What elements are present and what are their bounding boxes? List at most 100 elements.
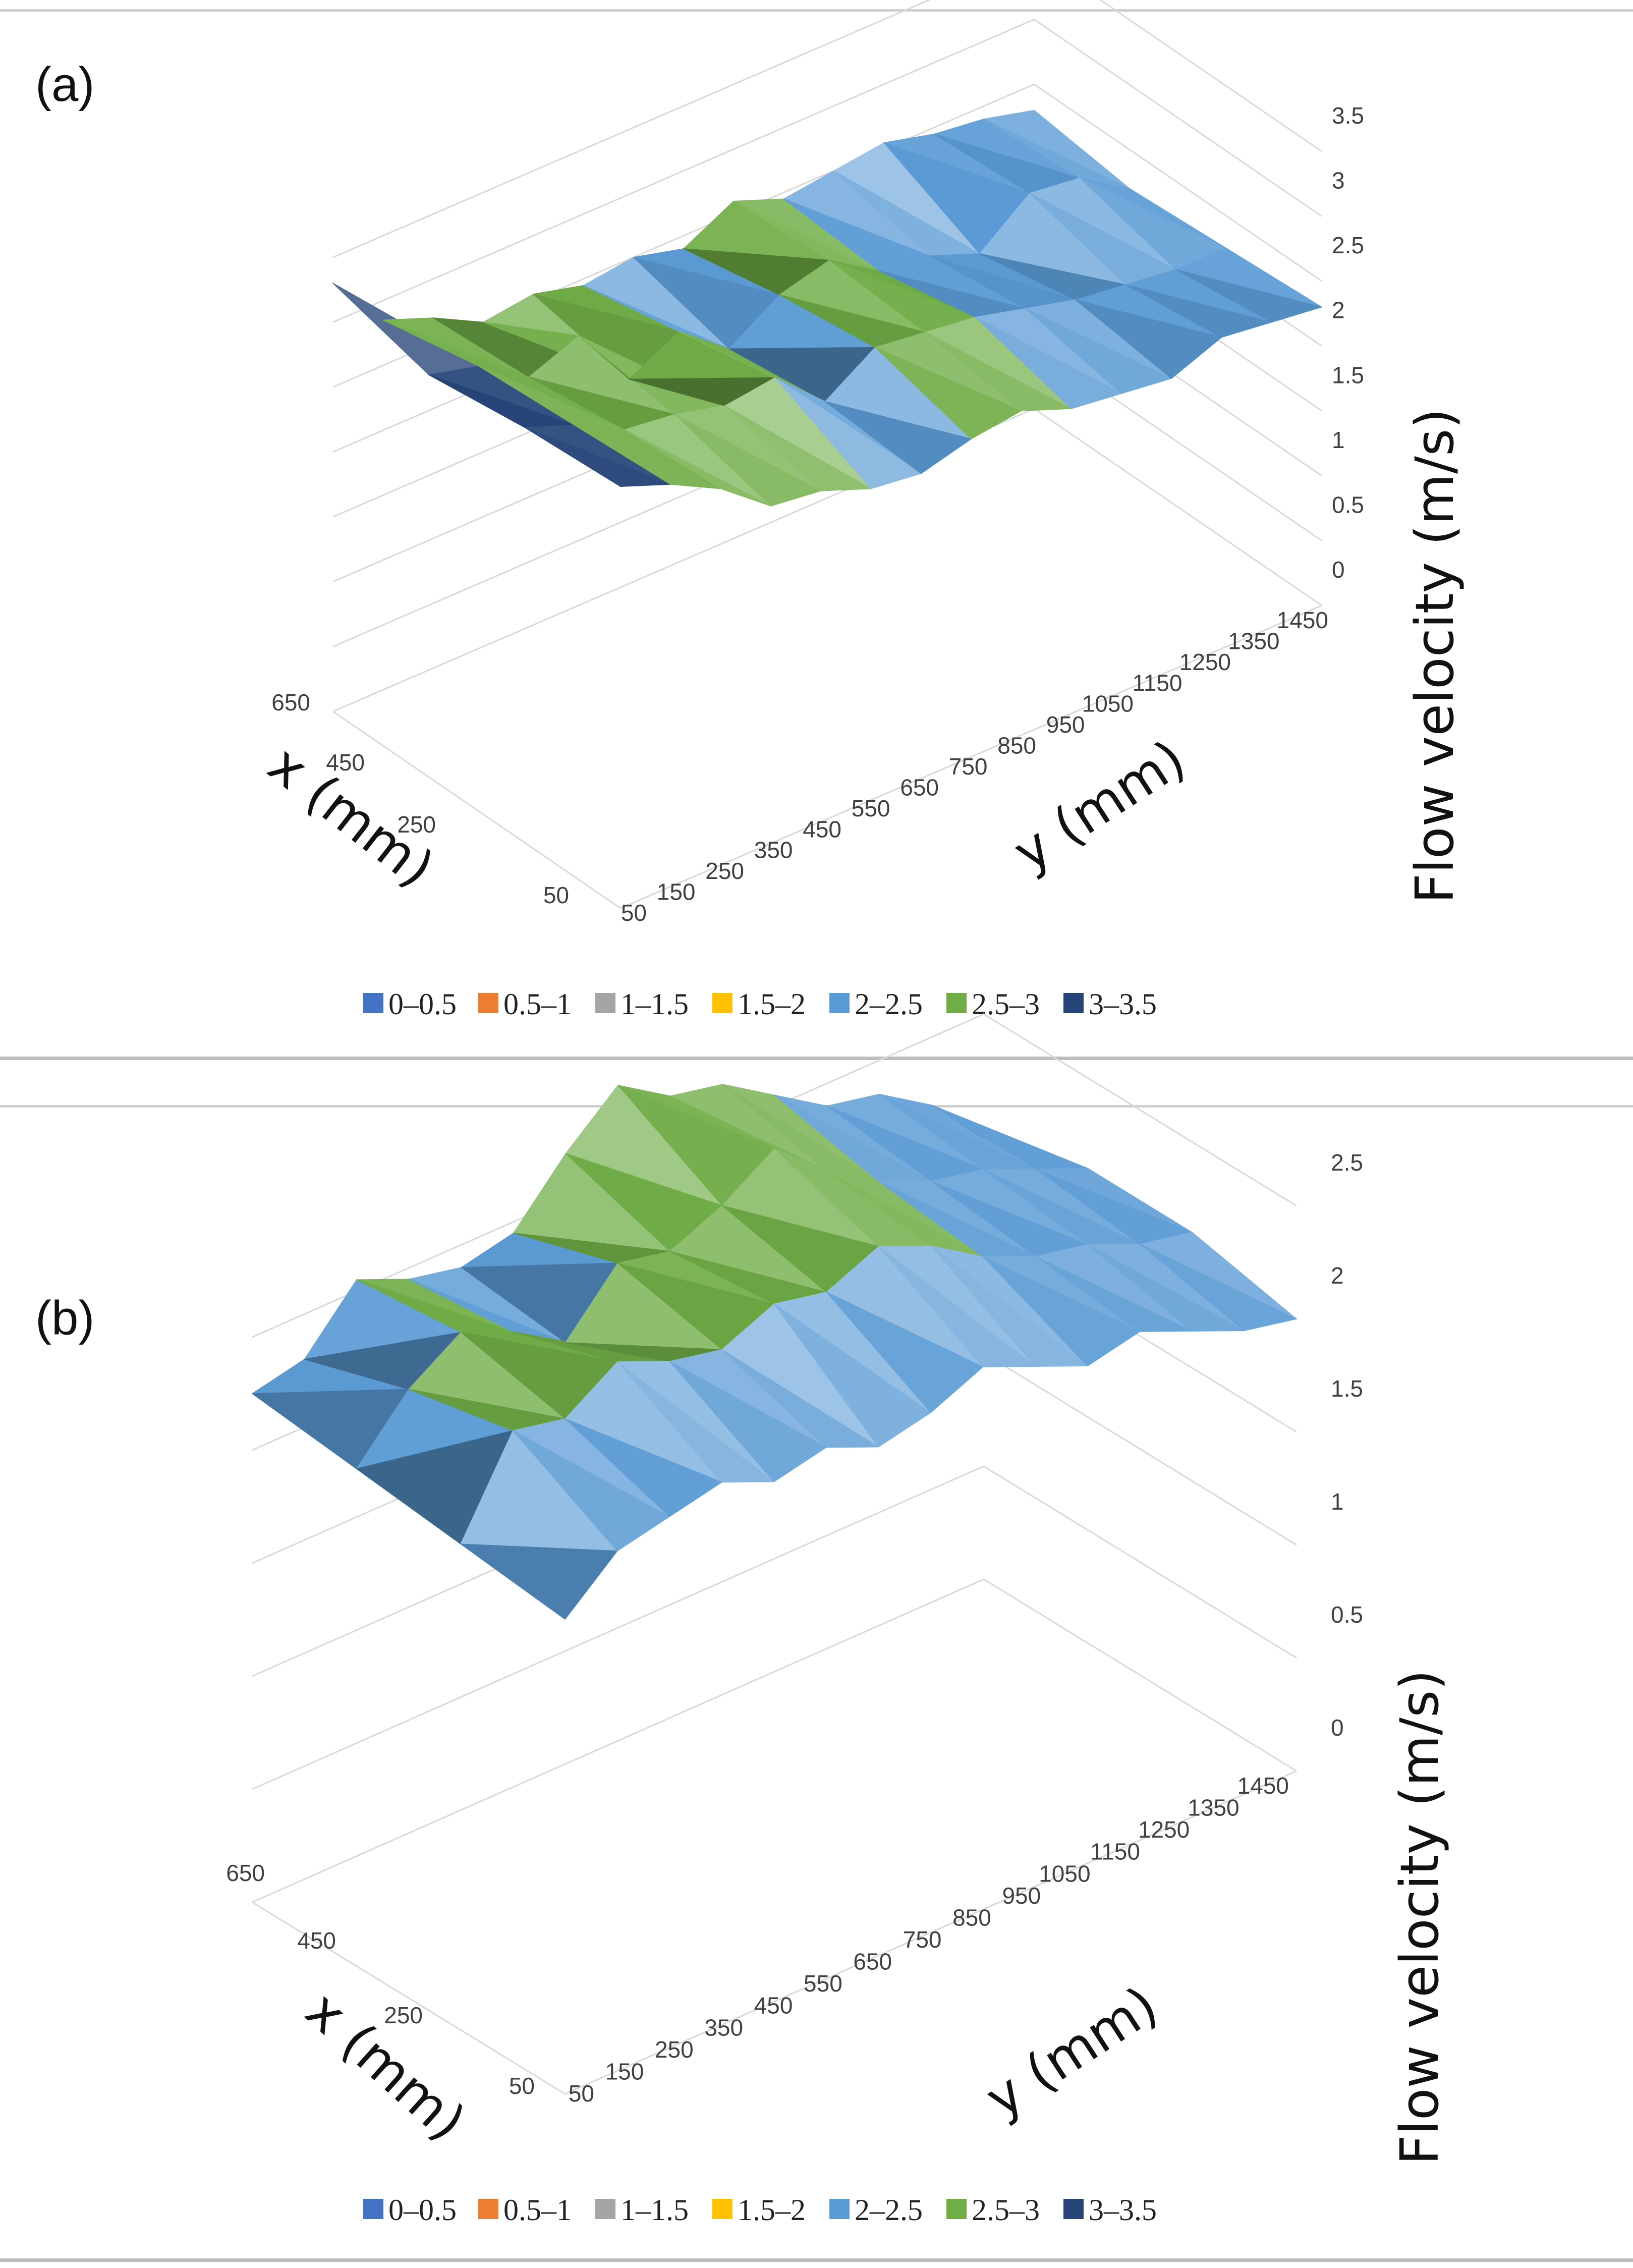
- surface-facet: [824, 401, 972, 474]
- surface-facet: [1087, 1244, 1245, 1332]
- legend-swatch: [363, 993, 383, 1013]
- surface-facet: [524, 427, 671, 487]
- legend-label: 2–2.5: [855, 2193, 923, 2227]
- surface: [332, 109, 1322, 507]
- z-tick-label: 0.5: [1332, 491, 1364, 518]
- y-tick-label: 850: [997, 733, 1036, 759]
- legend: 0–0.5 0.5–1 1–1.5 1.5–2 2–2.5 2.5–3 3–3.5: [363, 987, 1157, 1021]
- surface-facet: [826, 1292, 984, 1413]
- gridline-z-2.5: [252, 1013, 1297, 1338]
- x-tick-label: 450: [297, 1927, 336, 1954]
- gridline-z-2.5: [332, 83, 1322, 388]
- y-tick-label: 850: [952, 1904, 991, 1930]
- legend-swatch: [478, 993, 498, 1013]
- y-tick-label: 750: [949, 753, 988, 780]
- legend-swatch: [712, 993, 733, 1013]
- surface-facet: [565, 1418, 722, 1517]
- surface-facet: [669, 1361, 827, 1482]
- surface-facet: [975, 316, 1122, 409]
- x-tick-label: 650: [271, 689, 310, 715]
- y-tick-label: 1050: [1039, 1860, 1090, 1887]
- surface-facet: [925, 331, 1072, 412]
- legend-label: 1–1.5: [621, 987, 689, 1021]
- separator-rule-a: [0, 1057, 1633, 1060]
- surface-facet: [1025, 308, 1172, 394]
- legend-label: 2–2.5: [855, 987, 923, 1021]
- legend-label: 1.5–2: [738, 987, 806, 1021]
- y-tick-label: 550: [852, 795, 890, 821]
- z-tick-label: 3.5: [1332, 102, 1364, 129]
- y-tick-label: 950: [1002, 1883, 1041, 1909]
- z-tick-label: 2: [1331, 1262, 1344, 1289]
- top-rule: [0, 9, 1633, 12]
- legend-swatch: [478, 2199, 498, 2219]
- y-tick-label: 1050: [1082, 691, 1134, 717]
- gridline-z-3: [332, 18, 1322, 323]
- y-axis-title: y (mm): [975, 1974, 1168, 2130]
- y-tick-label: 350: [754, 837, 793, 863]
- surface-facet: [1175, 269, 1322, 323]
- legend-label: 3–3.5: [1089, 2193, 1157, 2227]
- legend-item: 3–3.5: [1063, 987, 1157, 1021]
- legend-swatch: [1063, 2199, 1084, 2219]
- legend-swatch: [946, 2199, 967, 2219]
- legend-label: 0.5–1: [503, 2193, 572, 2227]
- y-tick-label: 250: [655, 2036, 694, 2063]
- panel-label: (b): [35, 1291, 94, 1345]
- z-axis: 0 0.5 1 1.5 2 2.5: [1331, 1149, 1363, 1741]
- x-tick-label: 50: [543, 882, 569, 908]
- z-tick-label: 2.5: [1332, 232, 1364, 258]
- y-tick-label: 450: [754, 1993, 793, 2019]
- y-tick-label: 550: [804, 1970, 842, 1997]
- x-tick-label: 650: [226, 1860, 265, 1886]
- surface-facet: [674, 414, 821, 507]
- surface-facet: [1125, 284, 1272, 338]
- y-tick-label: 1350: [1188, 1795, 1239, 1821]
- z-tick-label: 1.5: [1331, 1375, 1363, 1402]
- z-tick-label: 0: [1332, 557, 1345, 583]
- legend-item: 0–0.5: [363, 987, 457, 1021]
- z-axis-title: Flow velocity (m/s): [1404, 408, 1466, 904]
- y-tick-label: 1150: [1133, 670, 1182, 696]
- y-tick-label: 1350: [1228, 628, 1279, 654]
- z-tick-label: 3: [1332, 168, 1345, 194]
- y-tick-label: 50: [621, 900, 647, 926]
- legend-label: 1–1.5: [621, 2193, 689, 2227]
- legend-item: 0.5–1: [478, 987, 572, 1021]
- z-tick-label: 0.5: [1331, 1601, 1363, 1628]
- y-tick-label: 150: [605, 2058, 644, 2084]
- surface-facet: [774, 1303, 931, 1448]
- legend-item: 0.5–1: [478, 2193, 572, 2227]
- legend-swatch: [829, 993, 850, 1013]
- legend-swatch: [1063, 993, 1084, 1013]
- y-tick-label: 650: [853, 1949, 892, 1975]
- y-axis: 50 150 250 350 450 550 650 750 850 95010501150125…: [621, 607, 1328, 926]
- z-tick-label: 1.5: [1332, 362, 1364, 388]
- legend-swatch: [595, 2199, 615, 2219]
- x-axis: 650 450 250 50: [271, 689, 569, 908]
- legend-label: 0–0.5: [388, 987, 457, 1021]
- x-tick-label: 450: [326, 749, 365, 776]
- legend-swatch: [363, 2199, 383, 2219]
- legend-label: 0–0.5: [388, 2193, 457, 2227]
- x-tick-label: 50: [509, 2073, 535, 2099]
- legend-item: 2.5–3: [946, 2193, 1040, 2227]
- z-tick-label: 1: [1332, 427, 1345, 453]
- legend-item: 2–2.5: [829, 987, 923, 1021]
- y-tick-label: 150: [657, 879, 696, 905]
- y-tick-label: 350: [704, 2014, 743, 2040]
- floor-axis-lines: [332, 604, 1322, 909]
- y-tick-label: 1250: [1179, 649, 1231, 675]
- bottom-rule: [0, 2258, 1633, 2262]
- z-tick-label: 2: [1332, 297, 1345, 323]
- surface-facet: [1075, 299, 1222, 379]
- legend-item: 1–1.5: [595, 987, 689, 1021]
- x-tick-label: 250: [384, 2002, 423, 2028]
- y-tick-label: 1150: [1090, 1839, 1140, 1865]
- gridline-z-0.5: [252, 1465, 1297, 1790]
- z-tick-label: 2.5: [1331, 1149, 1363, 1176]
- floor-axis-lines: [252, 1770, 1297, 2095]
- y-tick-label: 1450: [1277, 607, 1328, 633]
- surface-facet: [930, 1245, 1088, 1367]
- surface-facet: [721, 1349, 879, 1448]
